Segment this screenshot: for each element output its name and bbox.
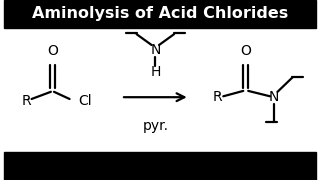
Bar	[4, 152, 316, 180]
Text: Aminolysis of Acid Chlorides: Aminolysis of Acid Chlorides	[32, 6, 288, 21]
Text: O: O	[240, 44, 251, 58]
Text: pyr.: pyr.	[142, 119, 168, 133]
Bar	[4, 0, 316, 28]
Text: O: O	[47, 44, 58, 58]
Text: N: N	[268, 90, 279, 104]
Text: H: H	[150, 65, 161, 79]
Text: N: N	[150, 43, 161, 57]
Text: R: R	[21, 94, 31, 108]
Text: Cl: Cl	[78, 94, 92, 108]
Text: R: R	[213, 90, 222, 104]
